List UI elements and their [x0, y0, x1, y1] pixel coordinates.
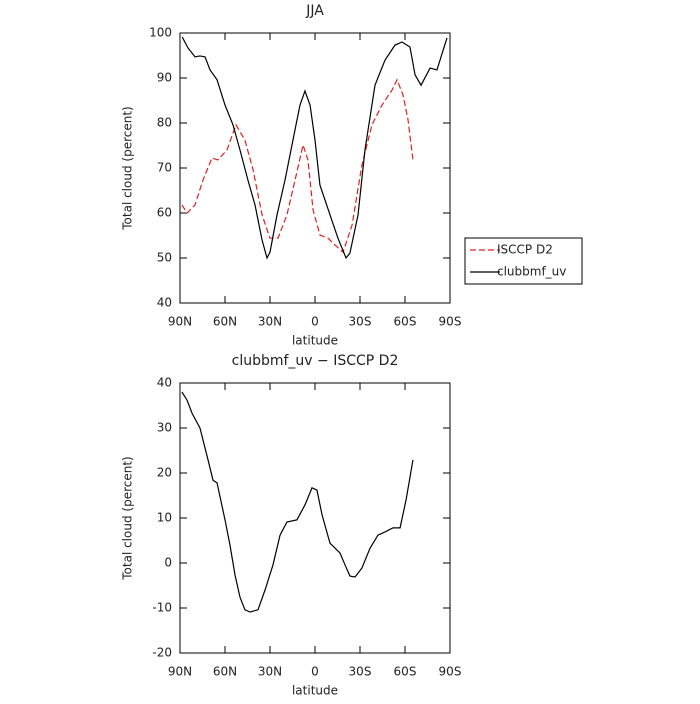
y-tick-label: 10 — [157, 511, 172, 525]
x-tick-label: 60S — [394, 665, 417, 679]
y-tick-label: 30 — [157, 421, 172, 435]
x-tick-label: 90S — [439, 665, 462, 679]
x-axis-label: latitude — [292, 684, 338, 698]
y-tick-label: 60 — [157, 206, 172, 220]
x-tick-label: 90N — [168, 315, 192, 329]
chart-title: JJA — [305, 3, 324, 19]
y-tick-label: 50 — [157, 251, 172, 265]
y-tick-label: 20 — [157, 466, 172, 480]
x-tick-label: 60S — [394, 315, 417, 329]
y-tick-label: 70 — [157, 161, 172, 175]
x-tick-label: 90S — [439, 315, 462, 329]
x-tick-label: 0 — [311, 315, 319, 329]
legend-label: clubbmf_uv — [497, 265, 566, 279]
x-tick-label: 60N — [213, 315, 237, 329]
x-tick-label: 0 — [311, 665, 319, 679]
y-tick-label: 0 — [164, 556, 172, 570]
chart-title: clubbmf_uv − ISCCP D2 — [232, 353, 399, 369]
y-tick-label: 80 — [157, 116, 172, 130]
y-tick-label: 90 — [157, 71, 172, 85]
y-axis-label: Total cloud (percent) — [121, 106, 135, 230]
y-axis-label: Total cloud (percent) — [121, 456, 135, 580]
data-line — [181, 78, 414, 254]
y-tick-label: 100 — [149, 26, 172, 40]
x-tick-label: 30N — [258, 665, 282, 679]
plot-frame — [179, 32, 451, 304]
x-tick-label: 60N — [213, 665, 237, 679]
data-line — [181, 391, 414, 613]
y-tick-label: 40 — [157, 376, 172, 390]
x-tick-label: 90N — [168, 665, 192, 679]
x-tick-label: 30N — [258, 315, 282, 329]
x-tick-label: 30S — [349, 315, 372, 329]
legend-label: ISCCP D2 — [497, 243, 553, 257]
plot-frame — [179, 382, 451, 654]
y-tick-label: -20 — [152, 646, 172, 660]
x-tick-label: 30S — [349, 665, 372, 679]
legend-box — [464, 237, 583, 285]
data-line — [181, 36, 448, 260]
y-tick-label: -10 — [152, 601, 172, 615]
y-tick-label: 40 — [157, 296, 172, 310]
x-axis-label: latitude — [292, 334, 338, 348]
